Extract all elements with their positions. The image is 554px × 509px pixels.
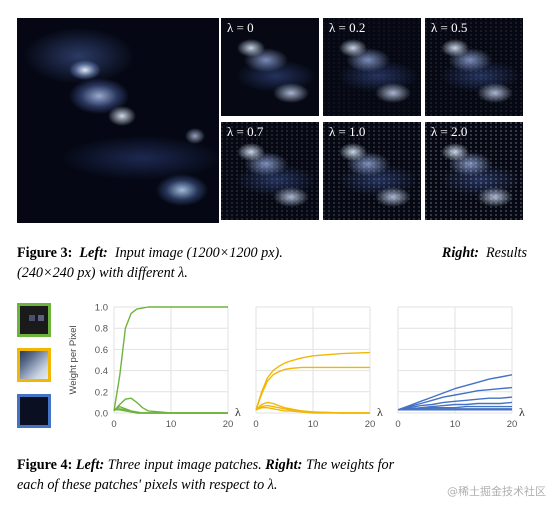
right-label: Right: (265, 457, 303, 473)
weights-chart-blue: 0 10 20λ (395, 306, 525, 430)
right-text: The weights for (305, 457, 395, 473)
x-tick-label: 20 (223, 419, 234, 430)
patch-1 (17, 303, 51, 337)
input-image (17, 18, 219, 223)
lambda-label: λ = 0 (227, 20, 254, 35)
x-tick-label: 0 (111, 419, 116, 430)
result-thumbnail: λ = 0.2 (323, 18, 421, 116)
result-thumbnail: λ = 0 (221, 18, 319, 116)
result-thumbnail: λ = 0.7 (221, 122, 319, 220)
patch-2 (17, 348, 51, 382)
lambda-label: λ = 1.0 (329, 124, 366, 139)
figure-label: Figure 3: (17, 245, 73, 261)
series-line (397, 386, 513, 411)
y-axis-label: Weight per Pixel (68, 326, 79, 395)
result-thumbnail: λ = 0.5 (425, 18, 523, 116)
watermark: @稀土掘金技术社区 (447, 485, 546, 498)
right-text-cont: (240×240 px) with different λ. (17, 265, 188, 281)
lambda-label: λ = 0.5 (431, 20, 468, 35)
series-line (255, 404, 370, 414)
figure-label: Figure 4: (17, 457, 73, 473)
series-line (255, 366, 370, 411)
figure4-caption: Figure 4: Left: Three input image patche… (17, 455, 527, 495)
right-label: Right: (441, 245, 479, 261)
x-tick-label: 20 (507, 419, 518, 430)
left-text: Three input image patches. (107, 457, 262, 473)
y-tick-label: 0.8 (95, 324, 108, 335)
left-text: Input image (1200×1200 px). (114, 245, 283, 261)
series-line (397, 401, 513, 411)
y-tick-label: 0.2 (95, 387, 108, 398)
series-line (397, 374, 513, 411)
x-tick-label: 10 (450, 419, 461, 430)
x-tick-label: 0 (253, 419, 258, 430)
figure3-caption: Figure 3: Left: Input image (1200×1200 p… (17, 243, 527, 283)
series-line (114, 409, 228, 414)
result-thumbnail: λ = 1.0 (323, 122, 421, 220)
right-text: Results (486, 245, 527, 261)
x-axis-label: λ (377, 405, 383, 419)
weights-chart-green: 0.0 0.2 0.4 0.6 0.8 1.0 Weight per Pixel 0 10 20λ (68, 303, 241, 431)
y-tick-label: 0.0 (95, 409, 108, 420)
series-line (113, 306, 228, 412)
result-thumbnail: λ = 2.0 (425, 122, 523, 220)
x-axis-label: λ (519, 405, 525, 419)
weights-chart-yellow: 0 10 20λ (253, 306, 383, 430)
x-tick-label: 20 (365, 419, 376, 430)
x-tick-label: 0 (395, 419, 400, 430)
series-line (255, 351, 371, 411)
y-tick-label: 0.6 (95, 345, 108, 356)
left-label: Left: (79, 245, 108, 261)
x-tick-label: 10 (308, 419, 319, 430)
lambda-label: λ = 2.0 (431, 124, 468, 139)
series-line (255, 407, 370, 414)
series-line (397, 396, 513, 411)
right-text-cont: each of these patches' pixels with respe… (17, 477, 278, 493)
x-axis-label: λ (235, 405, 241, 419)
lambda-label: λ = 0.7 (227, 124, 264, 139)
x-tick-label: 10 (166, 419, 177, 430)
patch-3 (17, 394, 51, 428)
y-tick-label: 0.4 (95, 366, 108, 377)
y-tick-label: 1.0 (95, 303, 108, 314)
lambda-label: λ = 0.2 (329, 20, 366, 35)
left-label: Left: (75, 457, 105, 473)
